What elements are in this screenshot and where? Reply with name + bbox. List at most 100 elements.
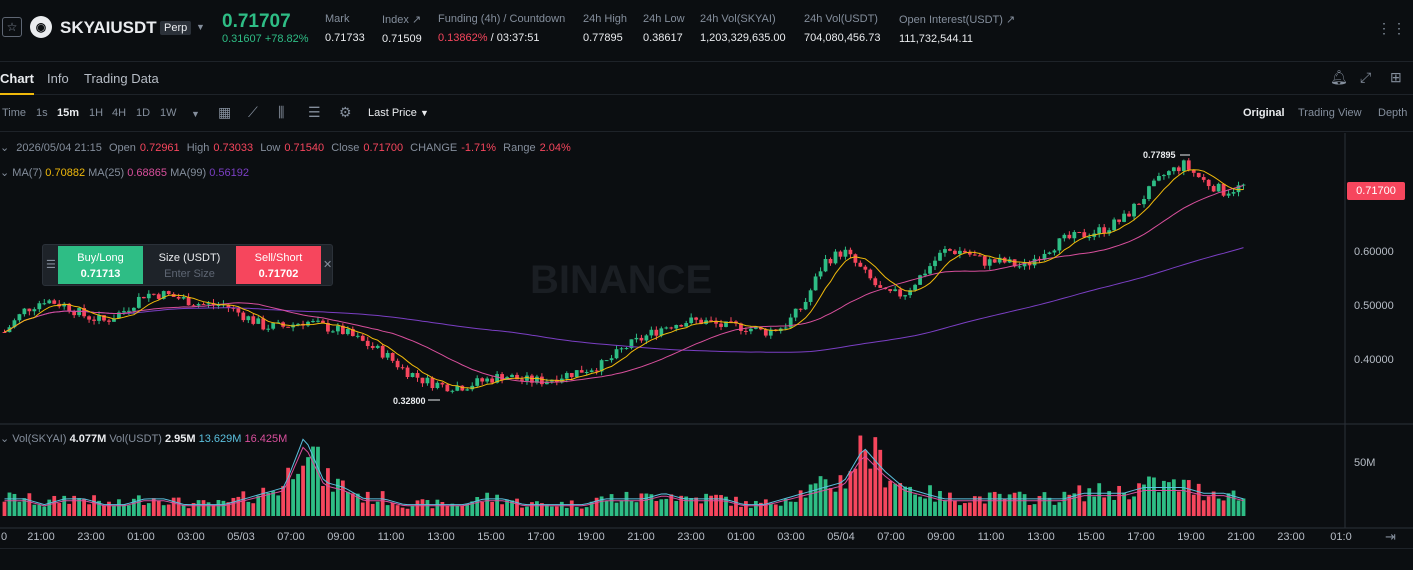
volume-bar: [709, 495, 713, 516]
candle-body: [1221, 183, 1226, 196]
collapse-chevron-icon[interactable]: ⌄: [0, 433, 10, 445]
volume-bar: [485, 492, 490, 516]
candle-body: [271, 323, 276, 329]
contract-badge: Perp: [160, 21, 192, 35]
expand-icon[interactable]: ⤢: [1360, 69, 1372, 85]
volume-bar: [569, 500, 574, 516]
volume-bar: [151, 498, 156, 516]
x-tick: 23:00: [1277, 531, 1305, 543]
volume-bar: [47, 499, 52, 516]
volume-bar: [923, 498, 927, 516]
volume-bar: [311, 446, 315, 516]
candle-body: [206, 303, 211, 305]
interval-1s[interactable]: 1s: [36, 107, 48, 119]
bell-icon[interactable]: 🔔︎: [1330, 69, 1348, 85]
volume-bar: [1132, 496, 1136, 516]
sell-short-button[interactable]: Sell/Short 0.71702: [236, 246, 321, 284]
volume-bar: [1241, 498, 1246, 516]
volume-bar: [27, 493, 32, 516]
collapse-chevron-icon[interactable]: ⌄: [0, 167, 10, 179]
volume-bar: [699, 503, 704, 516]
volume-bar: [400, 507, 405, 516]
indicator-icon[interactable]: ⟋: [248, 104, 258, 120]
favorite-star-icon[interactable]: ☆: [2, 17, 22, 37]
candle-body: [972, 254, 977, 256]
ma99-value: 0.56192: [209, 167, 249, 179]
candle-body: [146, 293, 151, 299]
volume-bar: [1027, 504, 1032, 516]
volume-bar: [1191, 494, 1196, 516]
collapse-chevron-icon[interactable]: ⌄: [0, 142, 10, 154]
candle-body: [186, 297, 191, 306]
candle-type-icon[interactable]: ⫼: [278, 104, 285, 120]
view-trading-view[interactable]: Trading View: [1298, 107, 1362, 119]
interval-time[interactable]: Time: [2, 107, 27, 119]
volume-bar: [689, 497, 694, 516]
candle-body: [122, 311, 126, 313]
volume-bar: [82, 498, 86, 516]
buy-long-button[interactable]: Buy/Long 0.71713: [58, 246, 143, 284]
interval-4h[interactable]: 4H: [112, 107, 127, 119]
volume-bar: [599, 496, 604, 516]
scroll-to-end-icon[interactable]: ⇥: [1385, 529, 1396, 544]
volume-bar: [967, 502, 972, 516]
candle-body: [32, 309, 37, 312]
chevron-down-icon[interactable]: ▼: [191, 109, 200, 119]
market-header: ☆ ◉ SKYAIUSDT Perp ▼ 0.71707 0.31607 +78…: [0, 0, 1413, 62]
candle-body: [1112, 219, 1117, 231]
candle-body: [1047, 252, 1052, 254]
volume-bar: [146, 503, 151, 516]
candle-body: [957, 250, 962, 254]
volume-bar: [848, 471, 853, 516]
volume-bar: [112, 505, 116, 516]
candle-body: [460, 385, 465, 391]
candlestick-chart[interactable]: BINANCE 0.77895 0.32800 ⇥: [0, 133, 1413, 548]
size-input-placeholder[interactable]: Enter Size: [164, 268, 215, 280]
size-field[interactable]: Size (USDT) Enter Size: [143, 246, 236, 284]
layout-grid-icon[interactable]: ⊞: [1390, 69, 1402, 85]
volume-bar: [360, 502, 365, 516]
settings-list-icon[interactable]: ☰: [308, 104, 321, 120]
interval-1d[interactable]: 1D: [136, 107, 151, 119]
view-depth[interactable]: Depth: [1378, 107, 1408, 119]
bottom-panel: [0, 548, 1413, 570]
tab-chart[interactable]: Chart: [0, 71, 34, 95]
candle-body: [107, 320, 111, 322]
symbol-title[interactable]: SKYAIUSDT: [60, 18, 157, 37]
candle-body: [226, 304, 231, 308]
volume-bar: [176, 497, 181, 516]
gear-icon[interactable]: ⚙: [339, 104, 352, 120]
calendar-icon[interactable]: ▦: [218, 104, 232, 120]
candle-body: [22, 308, 27, 315]
stat-index[interactable]: Index ↗ 0.71509: [382, 13, 422, 45]
volume-bar: [798, 490, 803, 516]
interval-1w[interactable]: 1W: [160, 107, 177, 119]
candle-body: [858, 262, 863, 267]
price-type-select[interactable]: Last Price ▼: [368, 107, 429, 119]
candle-body: [350, 328, 355, 337]
volume-bar: [1012, 492, 1017, 516]
x-tick: 21:00: [627, 531, 655, 543]
chevron-down-icon[interactable]: ▼: [196, 22, 205, 32]
more-icon[interactable]: ⋮⋮: [1377, 20, 1407, 36]
volume-bar: [674, 500, 679, 516]
volume-bar: [938, 490, 942, 516]
volume-bar: [654, 500, 659, 516]
volume-bar: [977, 496, 982, 516]
volume-bar: [301, 465, 305, 516]
candle-body: [480, 378, 485, 382]
stat-open-interest[interactable]: Open Interest(USDT) ↗ 111,732,544.11: [899, 13, 1015, 45]
drag-handle-icon[interactable]: ☰: [46, 259, 56, 271]
close-icon[interactable]: ✕: [323, 259, 333, 271]
volume-bar: [92, 495, 96, 516]
candle-body: [117, 312, 121, 319]
x-tick: 17:00: [1127, 531, 1155, 543]
tab-info[interactable]: Info: [47, 71, 69, 86]
interval-1h[interactable]: 1H: [89, 107, 104, 119]
tab-trading-data[interactable]: Trading Data: [84, 71, 159, 86]
view-original[interactable]: Original: [1243, 107, 1285, 119]
volume-bar: [1022, 494, 1027, 516]
candle-body: [838, 251, 843, 257]
interval-15m[interactable]: 15m: [57, 107, 80, 119]
candle-body: [112, 318, 116, 322]
